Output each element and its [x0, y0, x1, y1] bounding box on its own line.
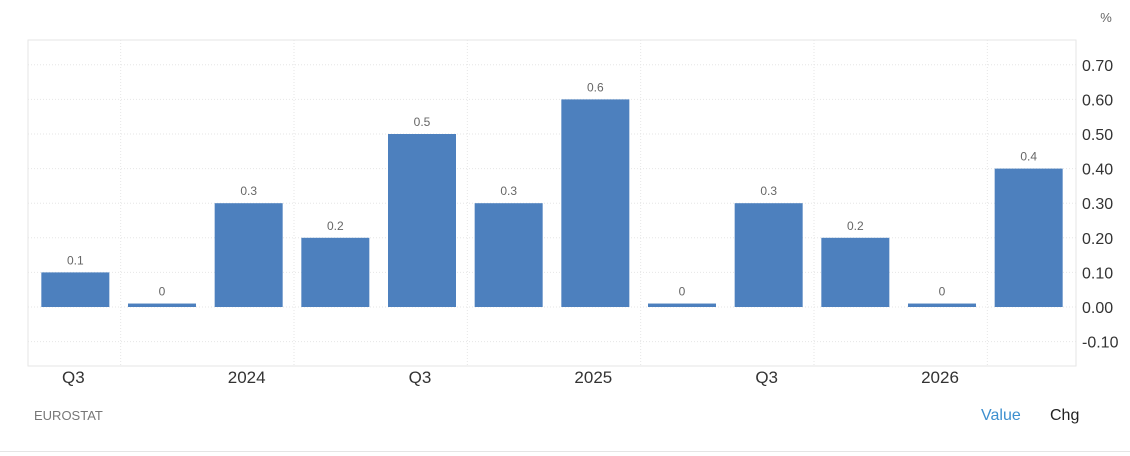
- bar[interactable]: [301, 237, 370, 307]
- y-axis: -0.10 0.00 0.10 0.20 0.30 0.40 0.50 0.60 0.70: [1082, 58, 1119, 352]
- x-axis: Q3 2024 Q3 2025 Q3 2026: [62, 368, 959, 387]
- bar-data-label: 0.2: [327, 219, 344, 233]
- bar[interactable]: [648, 303, 716, 307]
- bar-data-label: 0.3: [240, 184, 257, 198]
- y-tick-label: 0.30: [1082, 196, 1113, 213]
- bar-data-label: 0.5: [414, 115, 431, 129]
- bar-chart: 0.100.30.20.50.30.600.30.200.4 -0.100.00…: [27, 10, 1119, 387]
- y-tick-label: 0.00: [1082, 300, 1113, 317]
- data-labels: 0.1 0 0.3 0.2 0.5 0.3 0.6 0 0.3 0.2 0 0.4: [67, 80, 1037, 298]
- bar-data-label: 0.4: [1020, 150, 1037, 164]
- bar-data-label: 0: [939, 285, 946, 299]
- y-tick-label: 0.40: [1082, 162, 1113, 179]
- plot-frame: [27, 39, 1077, 367]
- bar[interactable]: [474, 203, 543, 307]
- bar-data-label: 0: [679, 285, 686, 299]
- x-tick-label: 2026: [921, 368, 959, 387]
- bar[interactable]: [41, 272, 110, 307]
- x-tick-label: Q3: [409, 368, 432, 387]
- value-toggle[interactable]: Value: [981, 407, 1021, 424]
- y-tick-label: 0.50: [1082, 127, 1113, 144]
- source-label: EUROSTAT: [34, 408, 103, 423]
- bar-data-label: 0.3: [500, 184, 517, 198]
- y-tick-label: 0.20: [1082, 231, 1113, 248]
- bottom-divider: [0, 451, 1130, 452]
- bar-data-label: 0.3: [760, 184, 777, 198]
- bar[interactable]: [994, 168, 1063, 307]
- y-tick-label: 0.70: [1082, 58, 1113, 75]
- bar[interactable]: [908, 303, 976, 307]
- bar[interactable]: [128, 303, 196, 307]
- y-tick-label: 0.10: [1082, 265, 1113, 282]
- bar[interactable]: [734, 203, 803, 307]
- y-tick-label: 0.60: [1082, 92, 1113, 109]
- bar[interactable]: [561, 99, 630, 308]
- x-tick-label: Q3: [755, 368, 778, 387]
- bar[interactable]: [821, 237, 890, 307]
- bar-data-label: 0.2: [847, 219, 864, 233]
- y-axis-unit: %: [1100, 10, 1112, 25]
- bar-data-label: 0.1: [67, 253, 84, 267]
- x-tick-label: 2024: [228, 368, 266, 387]
- bar[interactable]: [388, 134, 456, 307]
- chg-toggle[interactable]: Chg: [1050, 407, 1080, 424]
- x-tick-label: 2025: [574, 368, 612, 387]
- y-tick-label: -0.10: [1082, 335, 1119, 352]
- bar-data-label: 0: [159, 285, 166, 299]
- x-tick-label: Q3: [62, 368, 85, 387]
- bar[interactable]: [214, 203, 283, 307]
- grid-lines: [27, 39, 1077, 367]
- bars: [41, 99, 1063, 308]
- bar-data-label: 0.6: [587, 80, 604, 94]
